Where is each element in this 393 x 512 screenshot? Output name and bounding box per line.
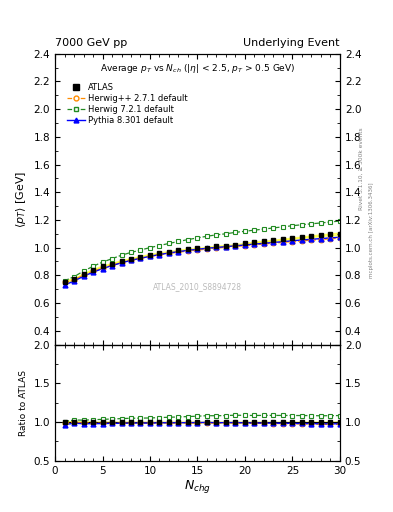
Text: mcplots.cern.ch [arXiv:1306.3436]: mcplots.cern.ch [arXiv:1306.3436] bbox=[369, 183, 374, 278]
Text: ATLAS_2010_S8894728: ATLAS_2010_S8894728 bbox=[153, 282, 242, 291]
Y-axis label: $\langle p_T \rangle$ [GeV]: $\langle p_T \rangle$ [GeV] bbox=[14, 170, 28, 228]
Y-axis label: Ratio to ATLAS: Ratio to ATLAS bbox=[19, 370, 28, 436]
Text: 7000 GeV pp: 7000 GeV pp bbox=[55, 38, 127, 48]
X-axis label: $N_{chg}$: $N_{chg}$ bbox=[184, 478, 211, 496]
Text: Average $p_T$ vs $N_{ch}$ ($|\eta|$ < 2.5, $p_T$ > 0.5 GeV): Average $p_T$ vs $N_{ch}$ ($|\eta|$ < 2.… bbox=[100, 62, 295, 75]
Text: Rivet 3.1.10, ≥ 500k events: Rivet 3.1.10, ≥ 500k events bbox=[358, 127, 363, 210]
Legend: ATLAS, Herwig++ 2.7.1 default, Herwig 7.2.1 default, Pythia 8.301 default: ATLAS, Herwig++ 2.7.1 default, Herwig 7.… bbox=[65, 81, 189, 127]
Text: Underlying Event: Underlying Event bbox=[243, 38, 340, 48]
